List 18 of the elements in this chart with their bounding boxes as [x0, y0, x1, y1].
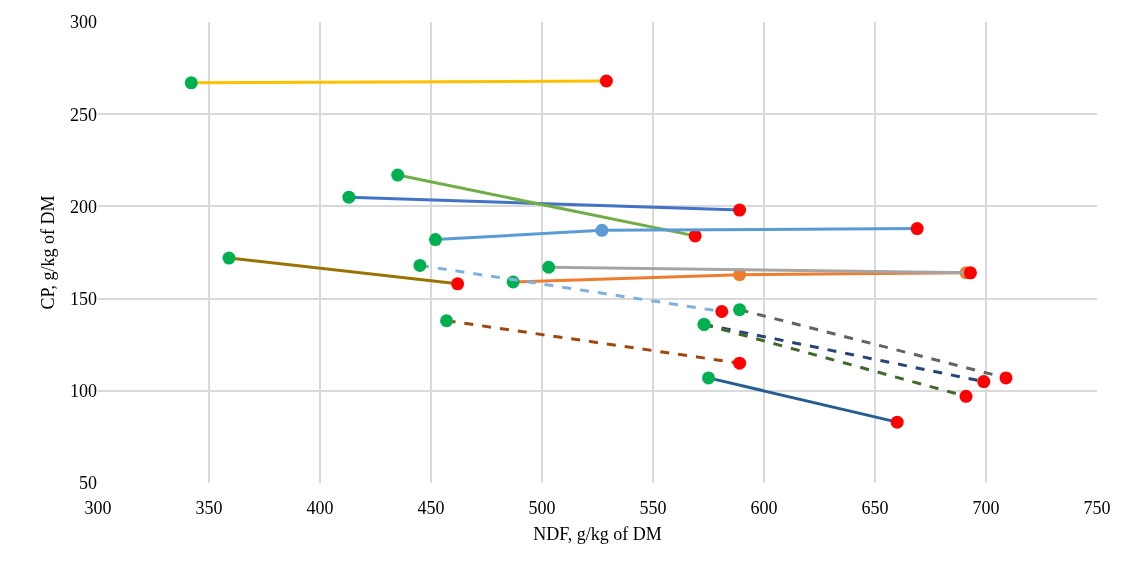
x-tick-label: 450 — [417, 498, 445, 518]
x-tick-label: 650 — [861, 498, 889, 518]
y-tick-label: 100 — [70, 381, 97, 402]
y-tick-label: 300 — [70, 12, 97, 33]
x-tick-label: 300 — [84, 498, 112, 518]
y-tick-label: 200 — [70, 196, 97, 217]
x-tick-label: 500 — [528, 498, 556, 518]
x-tick-label: 350 — [195, 498, 223, 518]
y-axis-title: CP, g/kg of DM — [38, 195, 59, 310]
y-tick-label: 50 — [79, 473, 97, 494]
x-tick-label: 550 — [639, 498, 667, 518]
x-tick-label: 400 — [306, 498, 334, 518]
x-tick-label: 700 — [972, 498, 1000, 518]
x-axis-title: NDF, g/kg of DM — [533, 524, 662, 545]
x-tick-label: 600 — [750, 498, 778, 518]
x-tick-label: 750 — [1083, 498, 1111, 518]
y-tick-label: 250 — [70, 104, 97, 125]
y-tick-label: 150 — [70, 288, 97, 309]
